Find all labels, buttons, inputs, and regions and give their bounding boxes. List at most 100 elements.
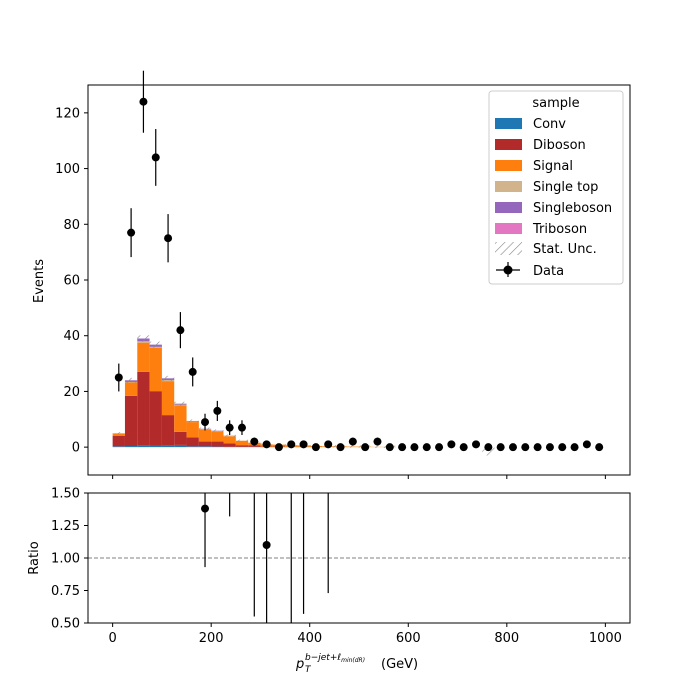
legend-label-diboson: Diboson bbox=[533, 138, 586, 153]
y-tick-label-100: 100 bbox=[55, 162, 80, 177]
data-point-662.5 bbox=[435, 443, 444, 452]
ratio-point-187.5 bbox=[201, 504, 210, 513]
stat-unc-525 bbox=[371, 445, 384, 448]
stat-unc-25 bbox=[124, 377, 138, 383]
bar-signal-150 bbox=[186, 422, 199, 438]
bar-conv-25 bbox=[124, 446, 138, 448]
ratio-y-axis: 0.50 0.75 1.00 1.25 1.50 bbox=[51, 487, 88, 632]
bar-signal-100 bbox=[161, 381, 175, 416]
legend-swatch-triboson bbox=[495, 223, 522, 234]
data-point-962.5 bbox=[582, 440, 591, 449]
bar-single-top-50 bbox=[137, 341, 150, 343]
stat-unc-0 bbox=[112, 432, 125, 435]
ratio-y-tick-label-1.50: 1.50 bbox=[51, 487, 80, 502]
legend-data-marker bbox=[503, 265, 513, 275]
data-point-712.5 bbox=[459, 443, 468, 452]
data-point-287.5 bbox=[250, 437, 259, 446]
y-tick-label-0: 0 bbox=[72, 441, 80, 456]
main-x-axis-ticks bbox=[112, 475, 606, 479]
bar-conv-100 bbox=[161, 445, 175, 448]
legend-label-stat-unc: Stat. Unc. bbox=[533, 242, 597, 257]
legend-swatch-diboson bbox=[495, 139, 522, 150]
ratio-plot-panel: 0.50 0.75 1.00 1.25 1.50 0 200 400 600 800 1000 R… bbox=[27, 487, 631, 646]
legend-swatch-signal bbox=[495, 160, 522, 171]
stat-unc-225 bbox=[223, 434, 236, 437]
stacked-histogram bbox=[112, 338, 396, 448]
data-point-62.5 bbox=[139, 97, 148, 106]
stat-unc-200 bbox=[211, 429, 224, 432]
data-point-212.5 bbox=[213, 406, 222, 415]
data-point-362.5 bbox=[287, 440, 296, 449]
x-tick-label-1000: 1000 bbox=[589, 631, 622, 646]
legend-label-single-top: Single top bbox=[533, 180, 598, 195]
bar-diboson-175 bbox=[198, 441, 212, 447]
ratio-y-tick-label-1.25: 1.25 bbox=[51, 519, 80, 534]
stat-unc-100 bbox=[161, 375, 175, 381]
data-point-612.5 bbox=[410, 443, 419, 452]
stat-unc-250 bbox=[235, 439, 249, 442]
data-point-587.5 bbox=[398, 443, 407, 452]
legend-box bbox=[488, 90, 624, 285]
bar-conv-150 bbox=[186, 446, 199, 448]
ratio-y-tick-label-1.00: 1.00 bbox=[51, 552, 80, 567]
data-point-262.5 bbox=[237, 423, 246, 432]
data-point-812.5 bbox=[508, 443, 517, 452]
data-point-162.5 bbox=[188, 367, 197, 376]
stat-unc-75 bbox=[149, 341, 162, 348]
legend-swatch-conv bbox=[495, 118, 522, 129]
bar-signal-25 bbox=[124, 382, 138, 396]
x-axis-label: p T b−jet+ℓmin(dR) (GeV) bbox=[295, 653, 418, 675]
x-tick-label-0: 0 bbox=[108, 631, 116, 646]
main-plot-panel: 0 20 40 60 80 100 120 Events sample Conv Diboso… bbox=[32, 70, 631, 479]
main-y-axis-label: Events bbox=[32, 259, 47, 303]
bar-diboson-0 bbox=[112, 436, 125, 447]
data-point-337.5 bbox=[274, 443, 283, 452]
x-axis-label-subscript: T bbox=[305, 665, 312, 675]
ratio-x-axis: 0 200 400 600 800 1000 bbox=[108, 623, 622, 646]
bar-conv-125 bbox=[174, 444, 187, 448]
legend-label-conv: Conv bbox=[533, 117, 566, 132]
data-point-112.5 bbox=[164, 234, 173, 243]
bar-diboson-225 bbox=[223, 443, 236, 447]
bar-diboson-150 bbox=[186, 437, 199, 447]
legend-label-data: Data bbox=[533, 264, 564, 279]
y-tick-label-80: 80 bbox=[63, 218, 80, 233]
data-point-787.5 bbox=[496, 443, 505, 452]
bar-signal-250 bbox=[235, 440, 249, 446]
bar-diboson-25 bbox=[124, 395, 138, 447]
ratio-points bbox=[201, 493, 329, 623]
data-point-837.5 bbox=[521, 443, 530, 452]
ratio-y-tick-label-0.75: 0.75 bbox=[51, 584, 80, 599]
legend: sample Conv Diboson Signal Single top Single… bbox=[488, 90, 624, 285]
data-point-237.5 bbox=[225, 423, 234, 432]
bar-diboson-100 bbox=[161, 415, 175, 446]
data-point-987.5 bbox=[595, 443, 604, 452]
data-point-137.5 bbox=[176, 326, 185, 335]
data-point-412.5 bbox=[311, 443, 320, 452]
data-point-687.5 bbox=[447, 440, 456, 449]
y-tick-label-40: 40 bbox=[63, 329, 80, 344]
legend-label-signal: Signal bbox=[533, 159, 573, 174]
bar-diboson-125 bbox=[174, 431, 187, 445]
y-tick-label-60: 60 bbox=[63, 274, 80, 289]
y-tick-label-20: 20 bbox=[63, 385, 80, 400]
data-point-862.5 bbox=[533, 443, 542, 452]
legend-title: sample bbox=[532, 96, 579, 111]
ratio-y-tick-label-0.50: 0.50 bbox=[51, 617, 80, 632]
x-tick-label-800: 800 bbox=[494, 631, 519, 646]
bar-diboson-50 bbox=[137, 371, 150, 446]
bar-conv-175 bbox=[198, 446, 212, 448]
bar-signal-175 bbox=[198, 429, 212, 442]
bar-diboson-250 bbox=[235, 445, 249, 447]
bar-signal-125 bbox=[174, 405, 187, 432]
bar-diboson-75 bbox=[149, 391, 162, 446]
x-tick-label-200: 200 bbox=[199, 631, 224, 646]
bar-conv-50 bbox=[137, 445, 150, 448]
x-tick-label-400: 400 bbox=[297, 631, 322, 646]
ratio-point-312.5 bbox=[262, 541, 271, 549]
stat-unc-125 bbox=[174, 401, 187, 406]
data-point-537.5 bbox=[373, 437, 382, 446]
data-point-762.5 bbox=[484, 443, 493, 452]
bar-diboson-200 bbox=[211, 441, 224, 447]
